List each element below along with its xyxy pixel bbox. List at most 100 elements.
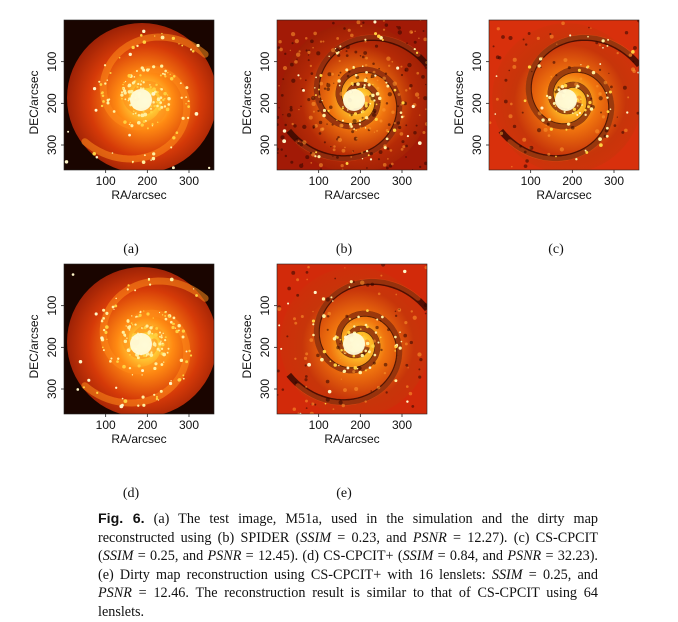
noise-speck [400,73,404,77]
noise-speck [373,111,376,114]
star-knot [129,89,134,94]
star-knot [106,101,110,105]
noise-speck [384,72,388,75]
noise-speck [338,400,343,405]
star-knot [396,345,399,347]
star-knot [538,57,543,61]
star-knot [171,322,175,325]
noise-speck [418,37,420,39]
noise-speck [603,134,607,138]
star-knot [82,386,86,389]
star-knot [152,152,156,156]
noise-speck [294,60,298,64]
star-knot [385,137,389,141]
noise-speck [588,26,590,29]
noise-speck [405,124,408,127]
noise-speck [376,79,379,82]
noise-speck [318,95,321,99]
noise-speck [286,335,289,338]
star-knot [126,288,129,291]
star-knot [164,69,167,73]
star-knot [122,87,124,90]
galaxy-core [343,333,365,355]
field-star [282,139,287,144]
star-knot [587,35,589,38]
star-knot [563,110,566,113]
noise-speck [394,314,398,318]
star-knot [165,107,170,112]
star-knot [374,117,378,121]
caption-text: = 0.25, and [522,566,598,583]
star-knot [364,127,367,129]
noise-speck [299,142,304,147]
noise-speck [378,150,383,154]
star-knot [364,323,368,327]
x-tick-label: 300 [604,174,624,188]
field-star [307,362,311,367]
spiral-arm [295,310,403,406]
noise-speck [294,39,299,44]
noise-speck [495,97,499,101]
noise-speck [376,86,380,90]
caption-metric: SSIM [102,548,134,565]
y-axis-label: DEC/arcsec [27,314,41,378]
field-star [207,166,211,170]
star-knot [399,331,401,334]
noise-speck [294,321,298,325]
star-knot [132,113,135,115]
noise-speck [303,356,308,361]
x-axis-label: RA/arcsec [324,188,379,202]
star-knot [365,149,369,153]
caption-metric: SSIM [402,548,434,565]
field-star [115,386,118,389]
noise-speck [405,144,408,148]
noise-speck [411,405,415,408]
noise-speck [397,30,403,35]
star-knot [179,358,184,363]
star-knot [360,328,362,330]
noise-speck [346,74,350,78]
star-knot [364,101,368,106]
field-star [168,381,173,386]
star-knot [394,344,397,347]
star-knot [162,98,165,102]
star-knot [586,65,590,68]
field-star [119,404,124,409]
noise-speck [540,66,542,69]
star-knot [607,38,610,41]
star-knot [120,93,124,97]
field-star [299,412,302,414]
star-knot [153,393,156,396]
noise-speck [330,145,332,148]
noise-speck [345,54,349,57]
star-knot [149,353,154,357]
noise-speck [531,70,533,73]
dust-lane [313,34,427,130]
star-knot [136,85,139,88]
star-knot [160,105,164,109]
x-tick-label: 200 [350,174,370,188]
star-knot [151,332,153,335]
star-knot [131,160,134,163]
noise-speck [293,317,297,321]
star-knot [322,108,327,113]
noise-speck [354,386,359,392]
star-knot [363,84,366,87]
star-knot [587,94,589,97]
noise-speck [305,385,308,388]
y-axis-label: DEC/arcsec [27,70,41,134]
star-knot [150,159,152,161]
noise-speck [405,89,408,92]
noise-speck [322,40,325,43]
noise-speck [537,111,542,116]
image-frame [276,263,428,415]
star-knot [195,294,198,297]
star-knot [158,335,161,338]
noise-speck [312,126,315,129]
star-knot [571,112,574,115]
noise-speck [347,28,351,32]
star-knot [589,107,594,111]
field-star [94,108,98,112]
field-star [95,155,99,159]
noise-speck [351,130,355,134]
